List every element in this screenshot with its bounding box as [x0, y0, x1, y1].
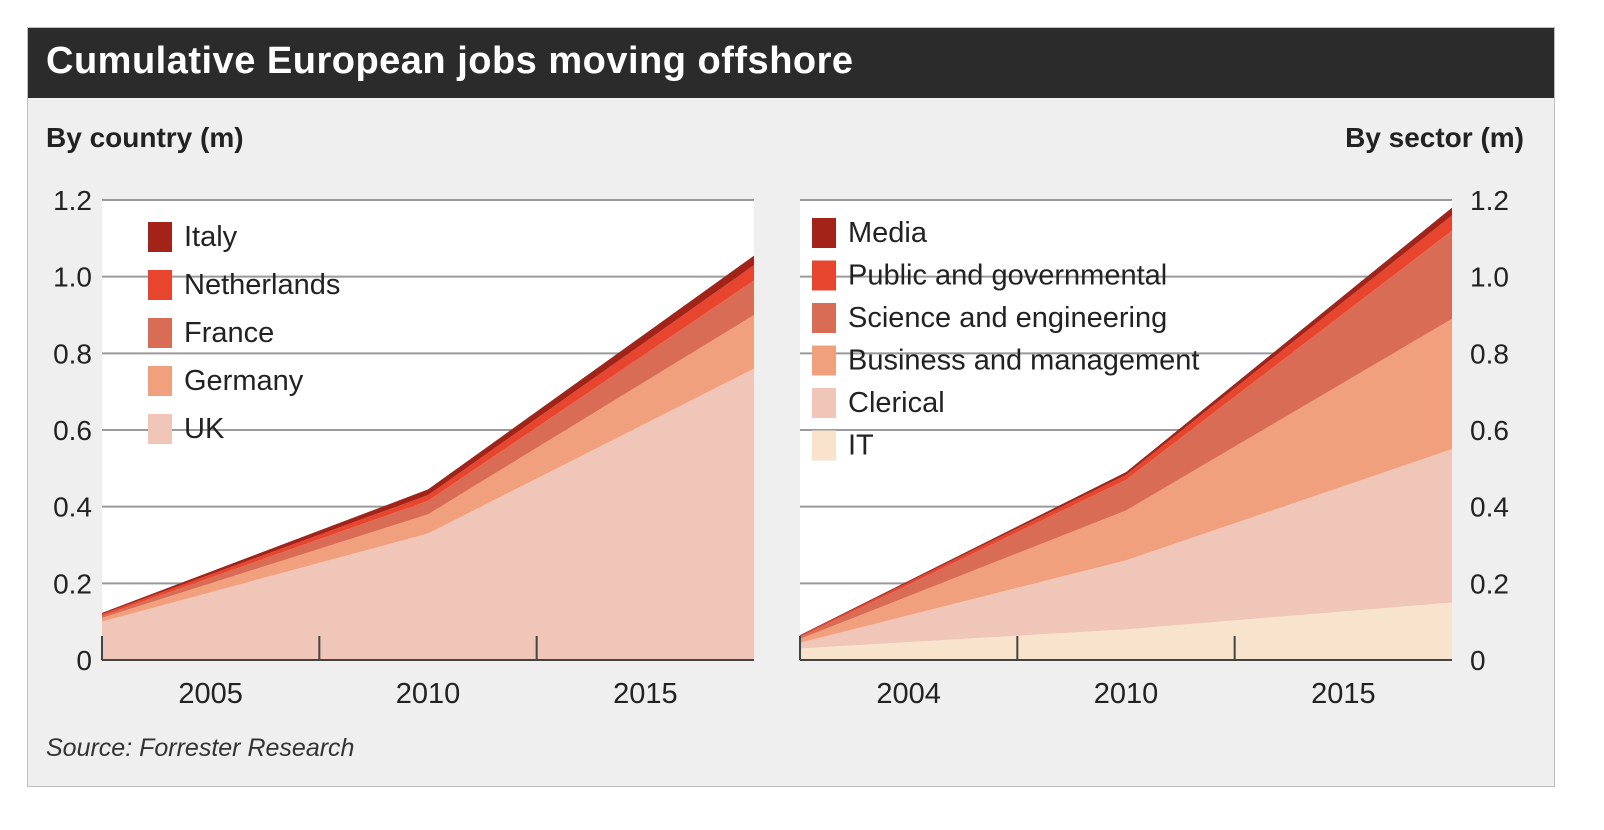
legend-swatch	[812, 303, 836, 333]
y-tick-label: 1.2	[1470, 185, 1509, 216]
y-tick-label: 0.4	[53, 492, 92, 523]
legend-swatch	[148, 414, 172, 444]
legend-swatch	[148, 366, 172, 396]
y-tick-label: 0.2	[1470, 568, 1509, 599]
legend-label: Public and governmental	[848, 260, 1167, 292]
legend-label: IT	[848, 430, 874, 462]
right-chart-subtitle: By sector (m)	[1345, 122, 1524, 153]
area-business-and-management	[800, 318, 1452, 643]
legend-label: Business and management	[848, 345, 1199, 377]
area-clerical	[800, 449, 1452, 649]
area-it	[800, 602, 1452, 660]
title-bar: Cumulative European jobs moving offshore	[28, 28, 1554, 98]
source-note: Source: Forrester Research	[46, 734, 355, 762]
chart-title: Cumulative European jobs moving offshore	[46, 40, 854, 82]
legend-label: Media	[848, 217, 928, 249]
y-tick-label: 1.0	[53, 262, 92, 293]
x-tick-label: 2004	[876, 678, 941, 710]
y-tick-label: 0.4	[1470, 492, 1509, 523]
y-tick-label: 0.8	[53, 338, 92, 369]
legend-swatch	[812, 218, 836, 248]
legend-label: Science and engineering	[848, 302, 1167, 334]
legend-label: France	[184, 317, 274, 349]
legend-swatch	[812, 260, 836, 291]
legend-swatch	[148, 222, 172, 252]
y-tick-label: 0.8	[1470, 338, 1509, 369]
legend-label: Germany	[184, 365, 304, 397]
legend-label: Netherlands	[184, 269, 340, 301]
x-tick-label: 2015	[1311, 678, 1376, 710]
left-chart-subtitle: By country (m)	[46, 122, 244, 153]
legend-swatch	[812, 430, 836, 461]
y-tick-label: 1.2	[53, 185, 92, 216]
y-tick-label: 0.6	[1470, 415, 1509, 446]
legend-label: Clerical	[848, 387, 945, 419]
x-tick-label: 2015	[613, 678, 678, 710]
legend-label: Italy	[184, 221, 238, 253]
y-tick-label: 0.6	[53, 415, 92, 446]
x-tick-label: 2010	[396, 678, 461, 710]
legend-swatch	[812, 388, 836, 418]
legend-swatch	[148, 318, 172, 348]
y-tick-label: 0	[76, 645, 92, 676]
y-tick-label: 1.0	[1470, 262, 1509, 293]
legend-swatch	[148, 270, 172, 300]
area-uk	[102, 368, 754, 660]
x-tick-label: 2010	[1094, 678, 1159, 710]
x-tick-label: 2005	[178, 678, 243, 710]
legend-swatch	[812, 345, 836, 376]
legend-label: UK	[184, 413, 225, 445]
y-tick-label: 0.2	[53, 568, 92, 599]
y-tick-label: 0	[1470, 645, 1486, 676]
